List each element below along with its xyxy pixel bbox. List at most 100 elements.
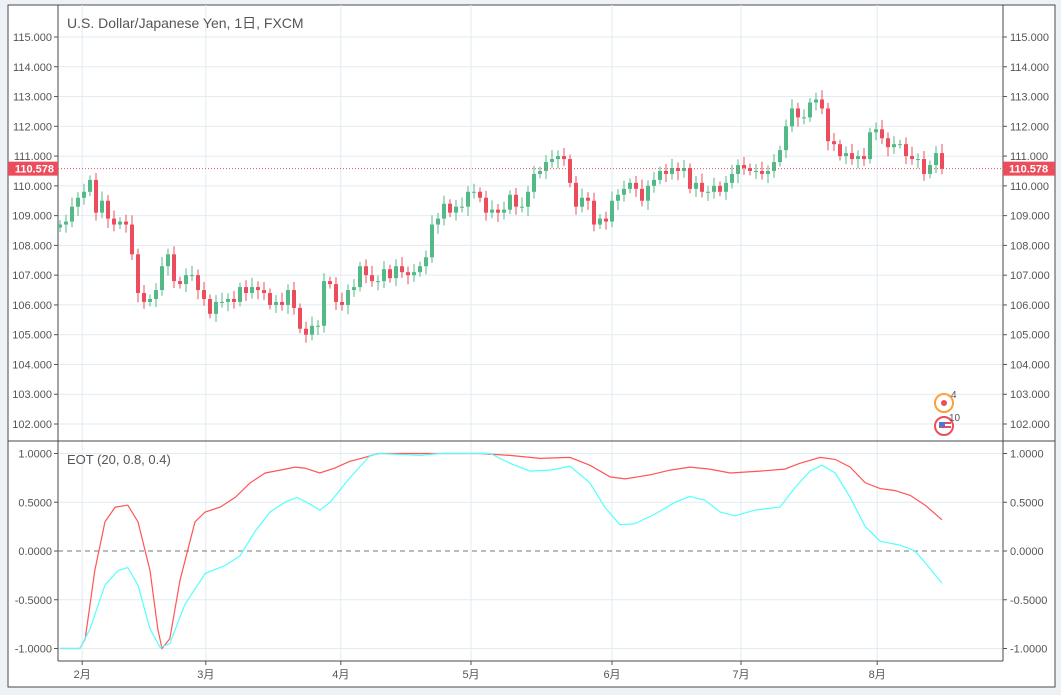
candle	[718, 181, 722, 197]
us-event-icon[interactable]	[934, 416, 954, 436]
candle-body	[772, 162, 776, 171]
candle	[736, 159, 740, 184]
last-price-label-right-bg	[1003, 161, 1055, 176]
candle-body	[814, 99, 818, 103]
candle	[706, 186, 710, 202]
candle	[646, 180, 650, 210]
chart-frame	[7, 4, 1056, 688]
candle	[364, 259, 368, 284]
price-axis-label-right: 104.000	[1010, 359, 1050, 371]
candle-body	[604, 218, 608, 222]
candle	[220, 292, 224, 308]
time-axis-label: 2月	[74, 669, 91, 681]
candle	[244, 280, 248, 302]
candle	[904, 137, 908, 165]
candle-body	[316, 325, 320, 327]
candle-body	[874, 129, 878, 133]
candle-body	[730, 173, 734, 183]
candle-body	[652, 179, 656, 186]
candle	[154, 283, 158, 308]
candle-body	[346, 290, 350, 305]
candle	[352, 279, 356, 297]
candle	[910, 146, 914, 165]
candle	[826, 102, 830, 151]
price-axis-label-right: 108.000	[1010, 240, 1050, 252]
indicator-axis-label-left: -0.5000	[15, 595, 52, 607]
indicator-axis-label-left: 0.5000	[18, 497, 52, 509]
candle-body	[934, 153, 938, 166]
candle-body	[676, 167, 680, 171]
candle-body	[358, 266, 362, 288]
candle-body	[190, 275, 194, 277]
candle	[394, 259, 398, 287]
indicator-title: EOT (20, 0.8, 0.4)	[67, 452, 171, 467]
candle-body	[286, 290, 290, 305]
time-axis-label: 6月	[603, 669, 620, 681]
japan-flag-icon	[941, 400, 947, 406]
candle	[208, 294, 212, 319]
candle	[658, 166, 662, 185]
eot-slow-line	[60, 452, 943, 650]
candle	[370, 265, 374, 287]
candle-body	[616, 194, 620, 201]
candle	[592, 192, 596, 232]
candle	[886, 132, 890, 157]
candle	[532, 165, 536, 199]
last-price-label-right: 110.578	[1009, 164, 1048, 176]
candle	[544, 155, 548, 180]
candle	[808, 98, 812, 122]
candle	[766, 165, 770, 184]
candle-body	[202, 290, 206, 299]
candle	[340, 292, 344, 311]
candle-body	[688, 167, 692, 189]
candle	[196, 269, 200, 300]
candle-body	[364, 266, 368, 276]
candle-body	[646, 185, 650, 201]
candle-body	[322, 281, 326, 326]
candle	[316, 320, 320, 335]
candle-body	[628, 182, 632, 189]
candle	[418, 261, 422, 277]
candle-body	[844, 153, 848, 157]
price-axis-label-left: 110.000	[13, 181, 52, 193]
candle-body	[916, 159, 920, 161]
candle	[586, 192, 590, 210]
candle-body	[898, 144, 902, 146]
candle-body	[622, 188, 626, 195]
candle	[250, 277, 254, 299]
japan-event-icon[interactable]	[934, 393, 954, 413]
candle-body	[106, 200, 110, 219]
candle	[850, 143, 854, 165]
candle	[274, 295, 278, 313]
last-price-label-left-bg	[8, 161, 58, 176]
candle	[436, 212, 440, 234]
candle	[508, 190, 512, 215]
us-flag-icon	[939, 422, 951, 430]
candle	[730, 164, 734, 189]
candle-body	[580, 197, 584, 207]
candle-body	[556, 156, 560, 160]
candle	[106, 195, 110, 228]
candle	[802, 109, 806, 125]
candle	[268, 288, 272, 310]
indicator-axis-label-right: 0.5000	[1010, 497, 1044, 509]
candle-body	[820, 99, 824, 109]
candle-body	[700, 182, 704, 192]
price-axis-label-right: 113.000	[1010, 92, 1049, 104]
price-axis-label-left: 105.000	[12, 330, 52, 342]
candle	[358, 261, 362, 292]
candle-body	[118, 221, 122, 225]
candle	[292, 282, 296, 315]
candle	[562, 148, 566, 166]
candle	[832, 133, 836, 152]
candle	[184, 268, 188, 293]
time-axis-label: 5月	[462, 669, 479, 681]
candle-body	[304, 328, 308, 335]
price-axis-label-left: 108.000	[12, 240, 52, 252]
candle	[322, 273, 326, 333]
candle-body	[670, 167, 674, 174]
candle	[610, 191, 614, 228]
price-axis-label-right: 106.000	[1010, 300, 1050, 312]
candle-body	[76, 197, 80, 207]
